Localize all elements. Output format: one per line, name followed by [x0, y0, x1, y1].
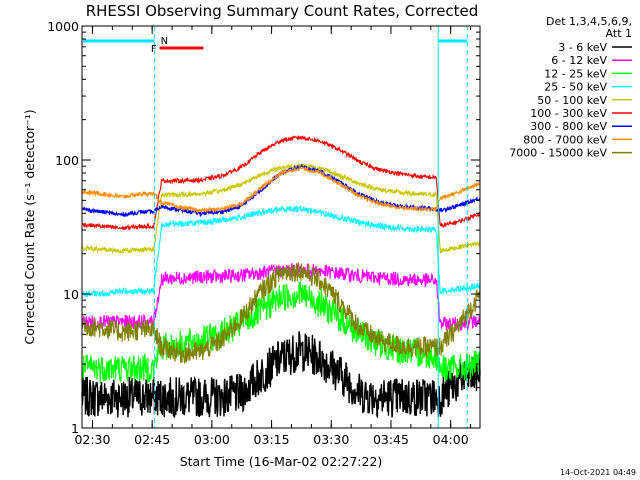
x-tick-label-2: 03:00 — [194, 432, 230, 447]
legend-label-5: 50 - 100 keV — [537, 94, 607, 107]
legend-label-6: 100 - 300 keV — [530, 107, 607, 120]
legend-header-line-2: Att 1 — [606, 27, 632, 40]
generation-timestamp: 14-Oct-2021 04:49 — [560, 468, 636, 477]
x-axis-label: Start Time (16-Mar-02 02:27:22) — [180, 454, 383, 469]
legend-label-3: 12 - 25 keV — [544, 67, 607, 80]
y-tick-label-3: 1000 — [47, 19, 79, 34]
y-tick-label-0: 1 — [71, 421, 79, 436]
y-axis-label: Corrected Count Rate (s⁻¹ detector⁻¹) — [22, 109, 37, 344]
night-flag-label: N — [161, 36, 168, 47]
series-line-9 — [81, 262, 481, 364]
flag-layer: FN — [83, 26, 468, 428]
series-line-1 — [81, 331, 481, 419]
plot-frame — [81, 25, 481, 429]
legend-label-7: 300 - 800 keV — [530, 120, 607, 133]
x-tick-label-3: 03:15 — [254, 432, 290, 447]
legend-label-8: 800 - 7000 keV — [523, 133, 607, 146]
series-line-6 — [81, 135, 481, 231]
legend-header-line-1: Det 1,3,4,5,6,9, — [546, 15, 632, 28]
x-tick-label-5: 03:45 — [373, 432, 409, 447]
y-tick-label-1: 10 — [63, 287, 79, 302]
chart-title: RHESSI Observing Summary Count Rates, Co… — [86, 2, 479, 20]
x-tick-label-0: 02:30 — [74, 432, 110, 447]
x-tick-label-4: 03:30 — [313, 432, 349, 447]
x-tick-label-6: 04:00 — [433, 432, 469, 447]
legend-label-1: 3 - 6 keV — [558, 41, 607, 54]
flare-flag-label: F — [151, 44, 157, 55]
legend-label-4: 25 - 50 keV — [544, 81, 607, 94]
series-line-4 — [81, 204, 481, 299]
y-tick-label-2: 100 — [55, 153, 79, 168]
series-line-8 — [81, 164, 481, 214]
x-tick-label-1: 02:45 — [134, 432, 170, 447]
series-line-3 — [81, 281, 481, 383]
axis-layer: 02:30 02:45 03:00 03:15 03:30 03:45 04:00 1 10 10… — [47, 19, 480, 447]
legend-label-9: 7000 - 15000 keV — [509, 147, 607, 160]
legend-label-2: 6 - 12 keV — [551, 54, 607, 67]
series-layer — [81, 135, 481, 419]
series-line-5 — [81, 163, 481, 255]
